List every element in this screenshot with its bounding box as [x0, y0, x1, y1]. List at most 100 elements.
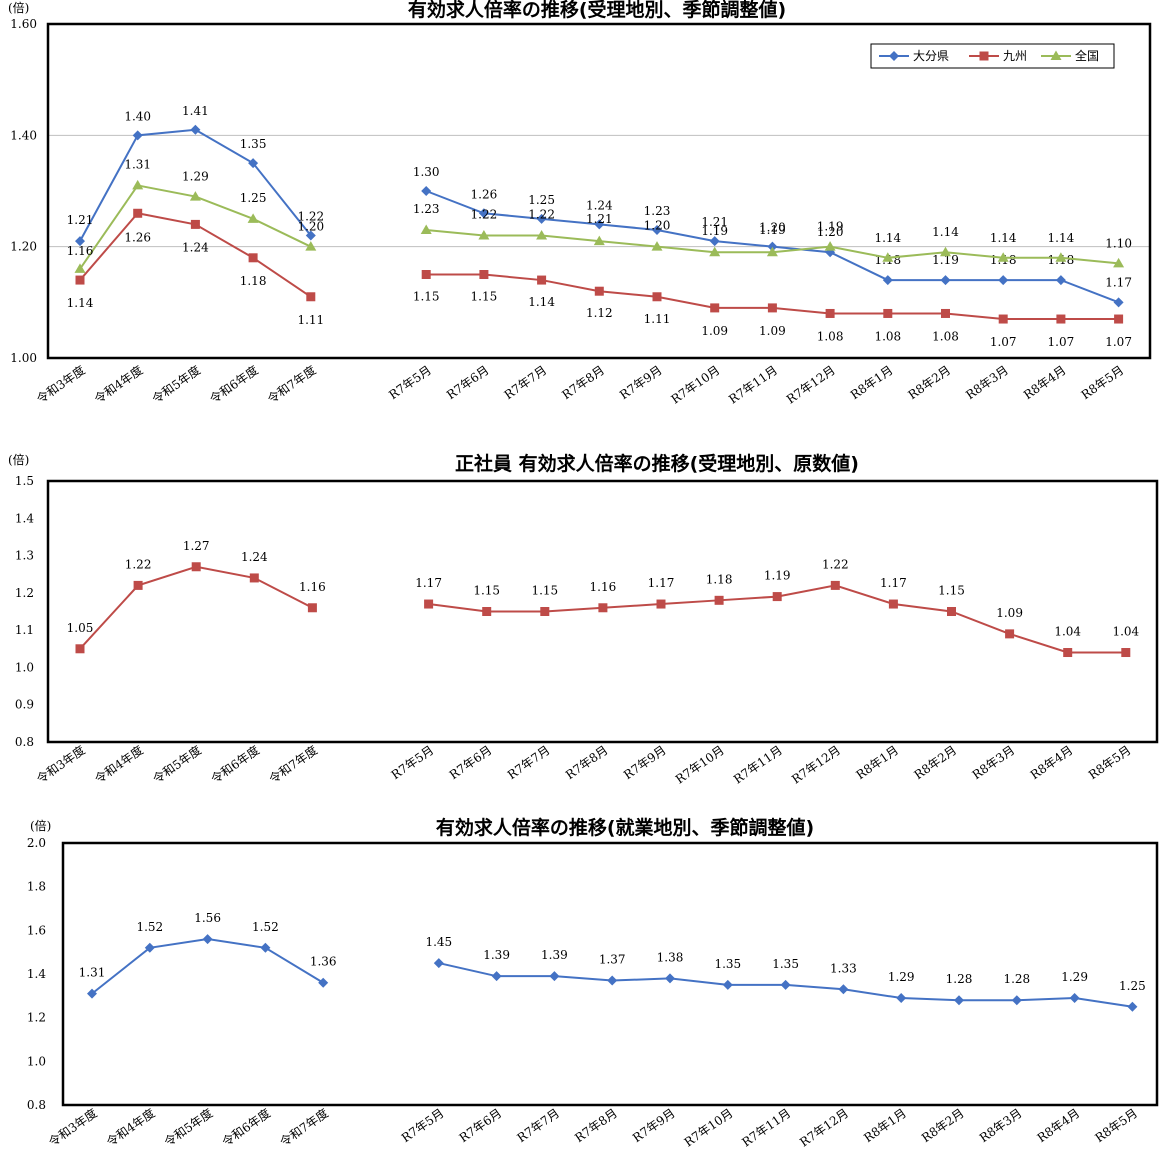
- data-label: 1.35: [714, 957, 741, 971]
- x-tick-label: R7年8月: [559, 363, 607, 402]
- x-tick-label: R7年5月: [389, 743, 437, 782]
- x-tick-label: 令和7年度: [277, 1105, 331, 1149]
- data-point: [998, 314, 1008, 324]
- data-label: 1.15: [531, 584, 558, 598]
- data-point: [248, 253, 258, 263]
- y-tick-label: 0.8: [15, 735, 34, 749]
- x-tick-label: R7年7月: [502, 363, 550, 402]
- data-point: [594, 286, 604, 296]
- x-tick-label: R7年9月: [630, 1106, 678, 1145]
- y-tick-label: 1.20: [10, 240, 37, 254]
- data-point: [318, 977, 329, 988]
- data-point: [537, 275, 547, 285]
- chart-1: 有効求人倍率の推移(受理地別、季節調整値) (倍) 1.00 1.20 1.40 1.60…: [8, 0, 1152, 407]
- data-label: 1.23: [644, 204, 671, 218]
- y-tick-label: 1.8: [27, 880, 46, 894]
- data-label: 1.39: [483, 948, 510, 962]
- data-point: [954, 995, 964, 1006]
- x-tick-label: R8年3月: [963, 363, 1011, 402]
- x-tick-label: R7年11月: [726, 363, 780, 407]
- data-point: [1114, 314, 1124, 324]
- data-label: 1.14: [932, 225, 959, 239]
- data-label: 1.36: [310, 955, 337, 969]
- data-label: 1.04: [1112, 625, 1139, 639]
- data-point: [202, 934, 213, 945]
- y-tick-label: 0.8: [27, 1098, 46, 1112]
- data-point: [882, 252, 894, 262]
- x-tick-label: 令和4年度: [103, 1105, 157, 1149]
- data-point: [882, 275, 893, 286]
- data-point: [491, 971, 502, 982]
- data-label: 1.27: [183, 539, 210, 553]
- data-label: 1.15: [938, 584, 965, 598]
- x-tick-label: R8年1月: [861, 1106, 909, 1145]
- data-label: 1.19: [759, 223, 786, 237]
- data-point: [249, 573, 259, 583]
- data-label: 1.15: [473, 584, 500, 598]
- data-point: [191, 562, 201, 572]
- x-tick-label: 令和6年度: [208, 742, 262, 786]
- series-1: 1.31 1.52 1.56 1.52 1.36 1.45 1.39 1.39 1.37 1.38…: [79, 911, 1146, 1012]
- data-label: 1.20: [759, 221, 786, 235]
- data-point: [709, 246, 721, 257]
- x-tick-label: 令和7年度: [264, 362, 318, 406]
- data-point: [709, 236, 720, 247]
- data-point: [306, 292, 316, 302]
- x-tick-label: 令和3年度: [34, 362, 88, 406]
- data-point: [549, 971, 560, 982]
- data-label: 1.19: [817, 220, 844, 234]
- data-label: 1.14: [67, 296, 94, 310]
- x-tick-label: 令和7年度: [266, 742, 320, 786]
- x-tick-label: R7年7月: [515, 1106, 563, 1145]
- x-tick-label: R8年2月: [912, 743, 960, 782]
- data-label: 1.56: [194, 911, 221, 925]
- data-point: [665, 973, 675, 984]
- data-point: [830, 580, 840, 590]
- data-label: 1.37: [599, 953, 626, 967]
- y-tick-label: 1.2: [15, 586, 34, 600]
- data-point: [133, 580, 143, 590]
- data-point: [1127, 1001, 1138, 1012]
- data-point: [656, 599, 666, 609]
- data-label: 1.19: [701, 224, 728, 238]
- data-label: 1.08: [817, 329, 844, 343]
- data-label: 1.20: [817, 225, 844, 239]
- data-label: 1.22: [297, 210, 324, 224]
- x-tick-label: 令和6年度: [207, 362, 261, 406]
- data-label: 1.20: [297, 220, 324, 234]
- x-tick-label: R7年9月: [617, 363, 665, 402]
- data-label: 1.11: [644, 312, 671, 326]
- data-label: 1.22: [822, 557, 849, 571]
- x-tick-label: R8年3月: [970, 743, 1018, 782]
- x-tick-label: R7年6月: [447, 743, 495, 782]
- data-point: [1113, 297, 1124, 308]
- data-point: [132, 130, 143, 141]
- x-tick-label: R7年6月: [444, 363, 492, 402]
- data-point: [710, 303, 720, 313]
- data-point: [536, 213, 547, 224]
- data-label: 1.17: [648, 576, 675, 590]
- x-tick-label: R8年5月: [1093, 1106, 1141, 1145]
- data-point: [940, 246, 951, 257]
- series-line: [91, 938, 324, 995]
- data-label: 1.25: [240, 191, 267, 205]
- data-point: [997, 252, 1009, 262]
- x-tick-label: R8年4月: [1021, 363, 1069, 402]
- data-point: [838, 984, 849, 995]
- data-point: [722, 979, 733, 990]
- y-tick-label: 1.60: [10, 17, 37, 31]
- data-label: 1.25: [528, 193, 555, 207]
- data-point: [998, 275, 1009, 286]
- data-point: [421, 186, 432, 196]
- plot-area: [46, 479, 1159, 744]
- x-tick-label: 令和5年度: [150, 742, 204, 786]
- x-tick-label: R7年10月: [669, 363, 723, 407]
- data-point: [888, 599, 898, 609]
- data-label: 1.21: [586, 212, 613, 226]
- legend-label: 全国: [1075, 48, 1099, 63]
- data-label: 1.12: [586, 306, 613, 320]
- data-point: [652, 224, 662, 235]
- data-point: [87, 988, 97, 999]
- data-label: 1.26: [124, 230, 151, 244]
